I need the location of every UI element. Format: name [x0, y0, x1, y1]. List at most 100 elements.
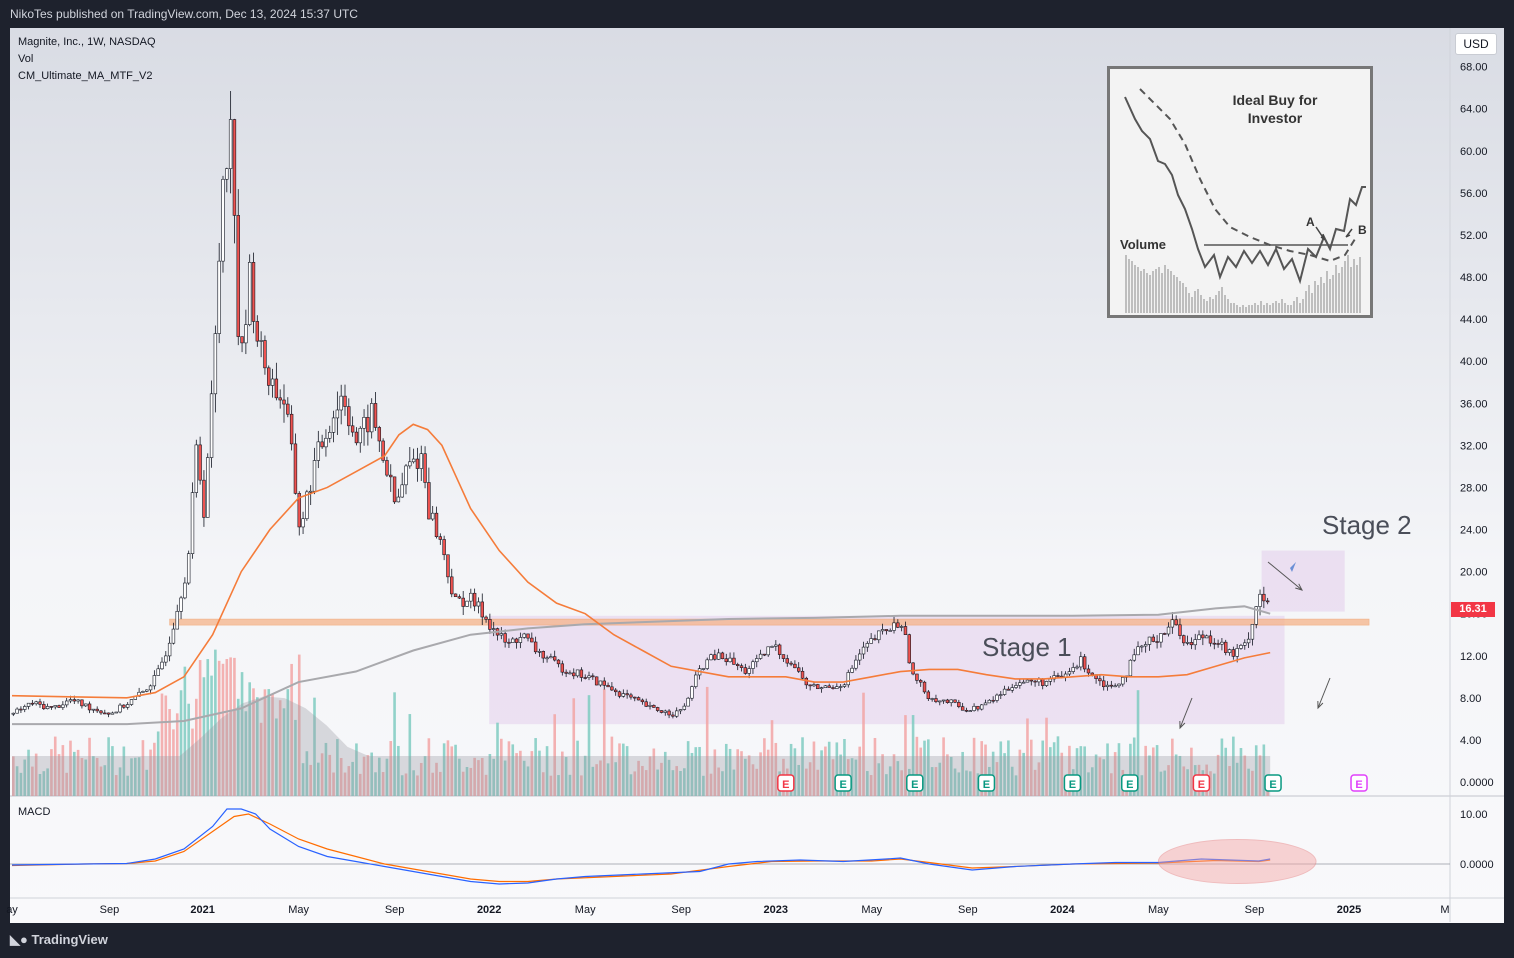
volume-bar [236, 698, 240, 796]
volume-bar [206, 659, 210, 796]
macd-highlight-oval [1157, 839, 1317, 884]
volume-bar [461, 771, 465, 796]
volume-bar [934, 767, 938, 796]
volume-bar [404, 773, 408, 796]
candle-body [732, 657, 736, 665]
volume-bar [648, 756, 652, 796]
candle-body [602, 680, 606, 686]
volume-bar [957, 772, 961, 796]
volume-bar [557, 775, 560, 796]
candle-body [1109, 684, 1114, 687]
volume-bar [515, 753, 518, 796]
volume-bar [118, 767, 122, 796]
volume-bar [667, 759, 671, 796]
x-tick-label: 2023 [764, 904, 788, 916]
volume-bar [549, 775, 553, 796]
volume-bar [808, 762, 812, 796]
candle-body [915, 673, 919, 681]
volume-bar [248, 682, 251, 796]
candle-body [945, 699, 950, 703]
candle-body [1041, 678, 1045, 686]
candle-body [1071, 667, 1075, 672]
y-tick-label: 68.00 [1460, 62, 1488, 74]
volume-bar [442, 743, 446, 796]
candle-body [305, 491, 309, 519]
volume-bar [873, 737, 877, 796]
candle-body [739, 665, 744, 668]
candle-body [1006, 688, 1011, 691]
volume-bar [76, 749, 80, 796]
candle-body [1182, 635, 1186, 644]
candle-body [1044, 681, 1049, 686]
candle-body [755, 658, 759, 663]
candle-body [575, 669, 580, 677]
x-tick-label: 2025 [1337, 904, 1361, 916]
volume-bar [358, 773, 362, 796]
volume-bar [397, 745, 400, 796]
volume-bar [614, 762, 617, 796]
candle-body [1193, 639, 1197, 646]
candle-body [103, 712, 107, 715]
currency-button[interactable]: USD [1455, 33, 1497, 55]
candle-body [446, 554, 450, 578]
candle-body [118, 704, 122, 713]
volume-bar [686, 741, 690, 796]
candle-body [385, 460, 389, 476]
candle-body [53, 705, 57, 708]
volume-bar [431, 772, 434, 796]
volume-bar [1235, 762, 1239, 796]
volume-bar [309, 764, 312, 796]
volume-bar [317, 762, 320, 796]
volume-bar [153, 742, 156, 796]
volume-bar [946, 754, 949, 796]
candle-body [1155, 641, 1159, 643]
candle-body [1201, 634, 1205, 639]
candle-body [1258, 593, 1262, 607]
candle-body [206, 457, 210, 518]
candle-body [141, 691, 145, 693]
volume-bar [591, 766, 595, 796]
candle-body [743, 667, 748, 674]
candle-body [770, 646, 774, 648]
candle-body [560, 663, 565, 673]
volume-bar [416, 775, 419, 796]
y-tick-label: 44.00 [1460, 314, 1488, 326]
candle-body [480, 601, 484, 618]
candle-body [335, 409, 340, 419]
volume-bar [73, 751, 76, 796]
volume-bar [107, 737, 110, 796]
volume-bar [1220, 738, 1224, 796]
candle-body [354, 431, 359, 444]
candle-body [606, 684, 610, 688]
volume-bar [675, 766, 679, 796]
candle-body [941, 699, 946, 702]
candle-body [263, 340, 267, 369]
candle-body [953, 699, 957, 703]
candle-body [1014, 685, 1018, 688]
x-tick-label: 2021 [190, 904, 214, 916]
volume-bar [454, 744, 457, 796]
inset-point-b: B [1358, 223, 1367, 237]
volume-bar [572, 698, 576, 796]
candle-body [160, 661, 164, 670]
volume-bar [755, 768, 759, 796]
volume-bar [1171, 738, 1174, 796]
volume-bar [336, 739, 339, 796]
volume-bar [625, 746, 629, 796]
volume-bar [168, 709, 171, 796]
candle-body [392, 476, 397, 503]
volume-bar [968, 771, 972, 796]
volume-bar [904, 715, 907, 796]
volume-bar [233, 657, 236, 796]
candle-body [15, 708, 19, 714]
volume-bar [103, 765, 107, 796]
earnings-marker-label: E [1198, 779, 1205, 791]
candle-body [1098, 678, 1102, 682]
volume-bar [1087, 772, 1090, 796]
candle-body [434, 512, 439, 538]
arrow-volume-b-head [1317, 700, 1324, 710]
candle-body [270, 378, 275, 386]
volume-bar [942, 737, 945, 796]
publish-header: NikoTes published on TradingView.com, De… [10, 7, 358, 21]
